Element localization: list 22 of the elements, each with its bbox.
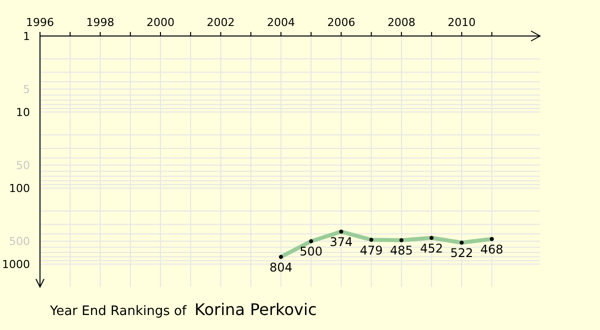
- x-tick-label: 1996: [26, 16, 54, 29]
- data-label: 479: [360, 243, 383, 258]
- y-tick-label: 10: [16, 106, 30, 120]
- data-label: 485: [390, 244, 413, 258]
- x-tick-label: 2004: [266, 16, 295, 29]
- data-label: 522: [450, 246, 474, 260]
- y-tick-label: 100: [9, 182, 30, 196]
- x-tick-label: 2006: [327, 16, 356, 29]
- x-tick-label: 2002: [206, 16, 235, 29]
- x-tick-label: 2000: [146, 16, 174, 29]
- y-tick-label: 1000: [2, 258, 30, 272]
- y-tick-label: 1: [23, 30, 30, 43]
- x-tick-label: 2008: [387, 16, 416, 29]
- data-label: 468: [480, 242, 504, 257]
- text: Year End Rankings of: [50, 304, 187, 319]
- data-label: 374: [330, 235, 353, 250]
- data-label: 452: [420, 241, 444, 256]
- data-label: 500: [300, 244, 323, 259]
- x-tick-label: 1998: [86, 16, 114, 29]
- x-tick-label: 2010: [448, 16, 476, 29]
- data-label: 804: [270, 260, 292, 274]
- text: Korina Perkovic: [194, 300, 317, 319]
